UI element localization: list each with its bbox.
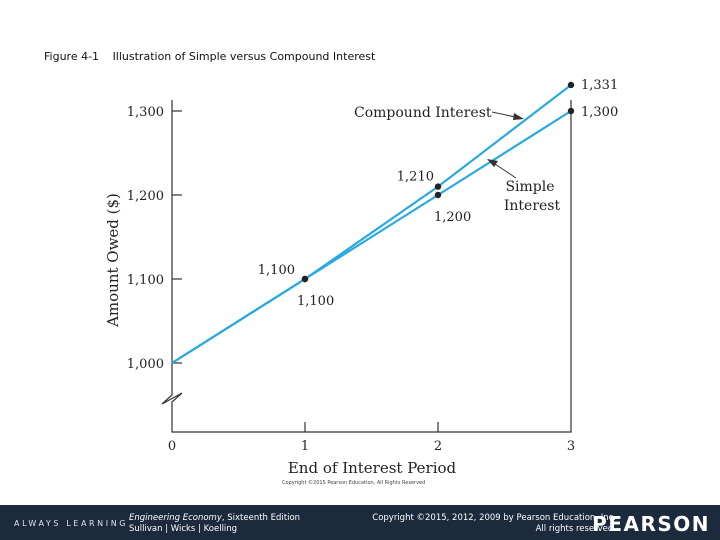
- x-tick-label: 2: [434, 439, 442, 454]
- x-tick-label: 1: [301, 439, 309, 454]
- figure-caption: Figure 4-1 Illustration of Simple versus…: [44, 50, 375, 63]
- x-tick-label: 3: [567, 439, 575, 454]
- footer-copyright: Copyright ©2015, 2012, 2009 by Pearson E…: [372, 513, 616, 535]
- data-label: 1,331: [581, 78, 618, 93]
- y-tick-label: 1,100: [127, 273, 164, 288]
- data-label: 1,100: [297, 294, 334, 309]
- y-axis-label: Amount Owed ($): [104, 193, 122, 328]
- pearson-logo: PEARSON: [592, 512, 710, 536]
- data-point: [567, 81, 575, 89]
- data-point: [434, 183, 442, 190]
- data-label: 1,300: [581, 105, 618, 120]
- y-tick-label: 1,000: [127, 357, 164, 372]
- book-title: Engineering Economy: [129, 513, 222, 523]
- data-point: [567, 107, 575, 115]
- figure-number: Figure 4-1: [44, 50, 100, 63]
- book-info: Engineering Economy, Sixteenth Edition S…: [129, 513, 300, 535]
- axis-frame: [161, 100, 572, 433]
- chart-axes: 1,000 1,100 1,200 1,300 0 1 2 3: [127, 100, 575, 454]
- series-line-simple: [171, 110, 572, 364]
- compound-interest-callout: Compound Interest: [354, 105, 492, 121]
- y-tick-label: 1,300: [127, 105, 164, 120]
- x-tick-label: 0: [168, 439, 176, 454]
- book-authors: Sullivan | Wicks | Koelling: [129, 524, 238, 534]
- figure-title: Illustration of Simple versus Compound I…: [112, 50, 376, 63]
- callout-arrowhead: [487, 159, 498, 167]
- data-point: [434, 191, 442, 199]
- chart-point-labels: 1,100 1,210 1,331 1,100 1,200 1,300: [258, 78, 618, 309]
- data-label: 1,210: [397, 170, 434, 185]
- footer-bar: ALWAYS LEARNING Engineering Economy, Six…: [0, 505, 720, 540]
- x-axis-label: End of Interest Period: [288, 459, 457, 477]
- y-tick-label: 1,200: [127, 189, 164, 204]
- data-label: 1,100: [258, 263, 295, 278]
- callout-leader: [491, 161, 517, 179]
- series-line-compound: [171, 84, 572, 364]
- interest-chart: 1,000 1,100 1,200 1,300 0 1 2 3 1,100 1,210 1,331…: [104, 78, 618, 477]
- always-learning-logo: ALWAYS LEARNING: [14, 519, 129, 528]
- book-edition: , Sixteenth Edition: [221, 513, 301, 523]
- chart-series-callouts: Compound Interest Simple Interest: [354, 105, 560, 214]
- data-label: 1,200: [434, 210, 471, 225]
- copyright-line-1: Copyright ©2015, 2012, 2009 by Pearson E…: [372, 513, 616, 523]
- simple-interest-callout-line2: Interest: [504, 198, 561, 214]
- chart-series: [171, 81, 575, 364]
- simple-interest-callout-line1: Simple: [505, 179, 554, 195]
- data-point: [301, 275, 309, 283]
- chart-copyright: Copyright ©2015 Pearson Education, All R…: [282, 480, 426, 486]
- copyright-line-2: All rights reserved.: [535, 524, 616, 534]
- callout-arrowhead: [513, 113, 524, 120]
